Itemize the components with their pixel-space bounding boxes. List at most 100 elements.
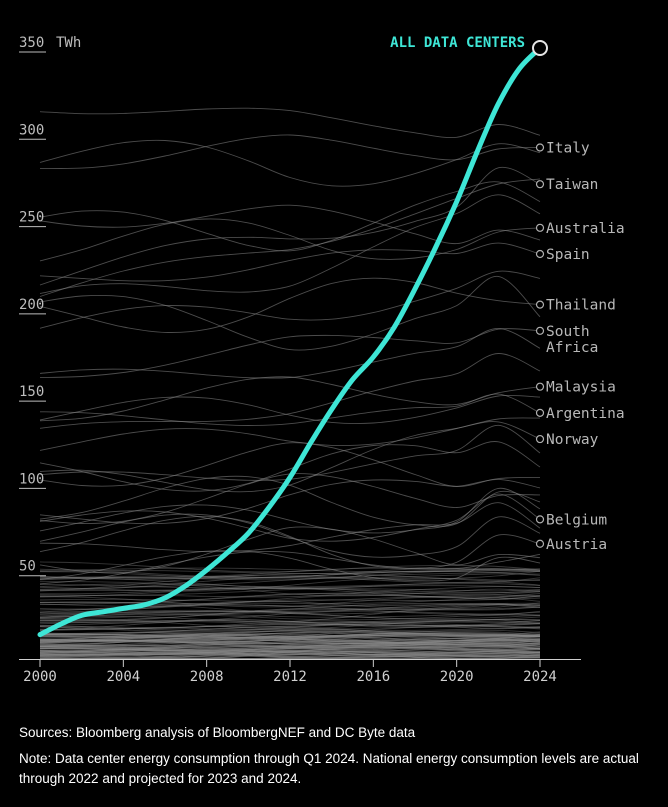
country-line [39, 626, 541, 631]
country-line [39, 633, 541, 638]
country-marker [535, 223, 545, 232]
country-line [39, 630, 541, 636]
country-line [39, 644, 541, 656]
country-line [39, 646, 541, 660]
country-line [39, 139, 541, 187]
country-line [39, 638, 541, 646]
country-line [39, 639, 541, 653]
country-line [39, 134, 541, 169]
country-line [39, 570, 541, 579]
country-line [39, 275, 541, 351]
country-line [39, 651, 541, 657]
country-line [39, 638, 541, 645]
country-line [39, 650, 541, 658]
country-line [39, 635, 541, 645]
country-line [39, 630, 541, 638]
country-line [39, 593, 541, 604]
country-line [39, 568, 541, 578]
country-line [39, 651, 541, 660]
country-line [39, 614, 541, 621]
country-line [39, 649, 541, 659]
country-line [39, 587, 541, 594]
country-line [39, 513, 541, 558]
country-line [39, 608, 541, 622]
country-label: Taiwan [546, 177, 598, 193]
note-text: Note: Data center energy consumption thr… [19, 751, 639, 786]
country-line [39, 650, 541, 656]
country-line [39, 551, 541, 585]
country-lines [39, 107, 541, 660]
country-line [39, 567, 541, 573]
country-line [39, 610, 541, 624]
country-line [39, 619, 541, 624]
country-line [39, 654, 541, 659]
country-line [39, 441, 541, 492]
country-line [39, 604, 541, 623]
country-line [39, 629, 541, 640]
country-line [39, 570, 541, 590]
country-line [39, 642, 541, 651]
country-line [39, 623, 541, 631]
country-line [39, 635, 541, 641]
country-label: Australia [546, 221, 625, 237]
country-line [39, 642, 541, 650]
data-center-energy-chart: 50 100 150 200 250 300 350 TWh 2000 2004 2008 2012… [19, 35, 625, 685]
country-line [39, 637, 541, 644]
country-line [39, 636, 541, 647]
country-line [39, 636, 541, 649]
country-line [39, 651, 541, 660]
country-line [39, 573, 541, 579]
country-line [39, 612, 541, 621]
country-line [39, 629, 541, 638]
country-line [39, 644, 541, 655]
country-label: South Africa [546, 324, 598, 356]
all-data-centers-endpoint [532, 40, 548, 56]
country-line [39, 576, 541, 591]
country-marker [535, 515, 545, 524]
country-line [39, 632, 541, 641]
country-line [39, 487, 541, 534]
country-line [39, 634, 541, 645]
country-line [39, 204, 541, 245]
country-line [39, 376, 541, 422]
country-label: Italy [546, 141, 590, 157]
country-line [39, 327, 541, 379]
country-line [39, 653, 541, 659]
country-line [39, 645, 541, 655]
x-tick-label: 2000 [23, 669, 57, 685]
country-line [39, 619, 541, 630]
country-line [39, 650, 541, 656]
country-line [39, 561, 541, 573]
country-line [39, 568, 541, 581]
country-line [39, 645, 541, 655]
country-line [39, 218, 541, 262]
country-line [39, 633, 541, 639]
country-line [39, 573, 541, 582]
country-line [39, 526, 541, 574]
country-line [39, 604, 541, 618]
x-tick-label: 2016 [356, 669, 390, 685]
country-line [39, 601, 541, 607]
country-line [40, 651, 541, 660]
country-line [39, 620, 541, 630]
country-line [39, 650, 541, 660]
y-tick-label: 250 [19, 210, 44, 226]
country-line [39, 622, 541, 635]
country-line [39, 583, 541, 597]
country-line [39, 634, 541, 642]
country-line [39, 640, 541, 649]
country-line [39, 646, 541, 658]
country-line [39, 178, 541, 297]
y-tick-label: 200 [19, 297, 44, 313]
y-tick-label: 350 [19, 35, 44, 51]
country-label: Austria [546, 537, 607, 553]
sources-text: Sources: Bloomberg analysis of Bloomberg… [19, 725, 416, 740]
country-line [39, 642, 541, 648]
country-line [39, 653, 541, 659]
country-line [39, 643, 541, 654]
country-line [39, 646, 541, 658]
country-line [39, 649, 541, 660]
country-marker [535, 300, 545, 309]
x-tick-label: 2012 [273, 669, 307, 685]
country-line [39, 639, 541, 647]
